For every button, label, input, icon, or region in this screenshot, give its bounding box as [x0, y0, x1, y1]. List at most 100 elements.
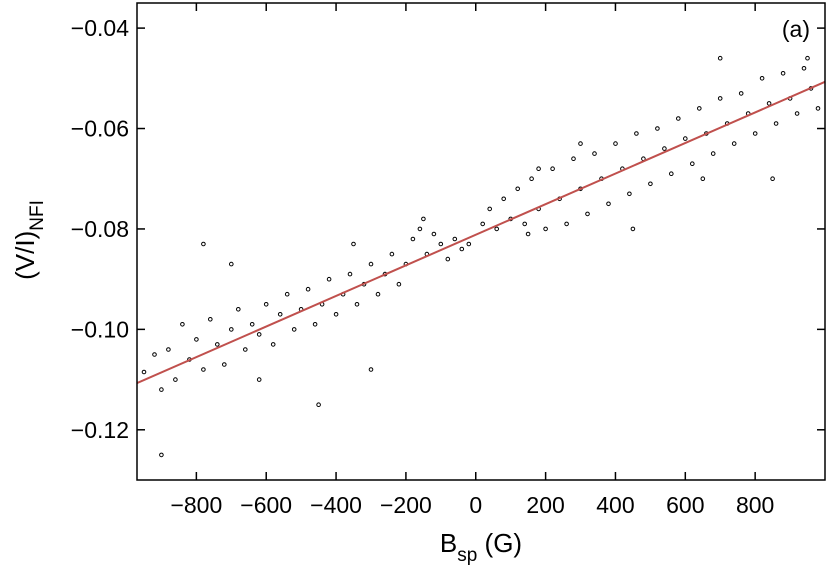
y-tick-label: −0.06	[71, 116, 129, 142]
data-point	[256, 332, 262, 337]
data-point	[389, 251, 395, 257]
data-point	[536, 166, 541, 171]
data-point	[173, 377, 178, 382]
data-point	[627, 191, 632, 197]
data-point	[459, 246, 465, 252]
fit-line-layer	[136, 80, 826, 385]
data-point	[717, 55, 723, 61]
data-point	[522, 221, 528, 227]
data-point	[229, 327, 234, 332]
data-point	[525, 231, 531, 237]
data-point	[752, 131, 758, 136]
data-point	[815, 106, 821, 111]
data-point	[215, 342, 220, 347]
data-point	[326, 276, 332, 282]
x-tick-label: −600	[240, 492, 292, 518]
data-point	[529, 176, 534, 181]
y-axis-label: (V/I)NFI	[10, 200, 48, 280]
data-point	[613, 141, 618, 146]
data-point	[333, 312, 339, 317]
data-point	[466, 241, 472, 247]
data-point	[222, 362, 227, 367]
x-tick-label: −400	[310, 492, 362, 518]
data-point	[208, 317, 213, 322]
data-point	[773, 121, 779, 126]
y-tick-label: −0.12	[71, 417, 129, 443]
x-axis-label: Bsp (G)	[440, 528, 522, 566]
data-point	[794, 111, 800, 116]
y-tick-label: −0.10	[71, 316, 129, 342]
data-point	[606, 201, 611, 207]
data-point	[229, 261, 234, 267]
data-point	[662, 146, 667, 151]
data-point	[676, 116, 681, 121]
data-point	[731, 141, 737, 146]
data-point	[277, 312, 283, 317]
points-layer	[141, 55, 821, 458]
data-point	[501, 196, 507, 202]
data-point	[312, 322, 318, 327]
data-point	[630, 226, 636, 232]
data-point	[368, 261, 374, 267]
data-point	[697, 106, 702, 111]
data-point	[438, 241, 444, 247]
data-point	[801, 66, 807, 71]
data-point	[141, 369, 147, 375]
data-point	[592, 151, 597, 156]
plot-frame	[136, 2, 826, 481]
y-axis-label-sub: NFI	[27, 200, 48, 231]
data-point	[375, 291, 381, 297]
y-axis-label-main: (V/I)	[10, 231, 40, 280]
x-ticks: −800 −600 −400 −200 0 200 400 600 800	[170, 3, 774, 518]
data-point	[421, 216, 426, 222]
data-point	[585, 211, 590, 217]
data-point	[759, 76, 765, 81]
data-point	[351, 241, 356, 247]
data-point	[194, 337, 199, 342]
data-point	[543, 226, 548, 232]
data-point	[487, 206, 493, 212]
y-ticks: −0.12 −0.10 −0.08 −0.06 −0.04	[71, 15, 825, 443]
x-axis-label-sub: sp	[457, 545, 477, 566]
data-point	[683, 136, 688, 141]
data-point	[655, 126, 660, 131]
data-point	[152, 352, 157, 357]
x-tick-label: 0	[469, 492, 482, 518]
y-tick-label: −0.04	[71, 15, 129, 41]
x-axis-label-unit: (G)	[477, 528, 522, 558]
data-point	[347, 271, 353, 277]
data-point	[669, 171, 674, 176]
data-point	[368, 367, 374, 372]
y-tick-label: −0.08	[71, 216, 129, 242]
data-point	[159, 387, 164, 392]
data-point	[249, 322, 255, 327]
data-point	[494, 226, 500, 232]
x-tick-label: 600	[666, 492, 704, 518]
data-point	[166, 347, 171, 352]
data-point	[396, 281, 402, 287]
data-point	[417, 226, 423, 232]
data-point	[710, 151, 716, 156]
x-tick-label: 200	[526, 492, 564, 518]
data-point	[354, 302, 360, 307]
data-point	[243, 347, 248, 352]
data-point	[159, 452, 164, 458]
data-point	[452, 236, 458, 242]
data-point	[700, 176, 706, 181]
data-point	[480, 221, 486, 227]
data-point	[571, 156, 576, 161]
x-tick-label: 800	[736, 492, 774, 518]
data-point	[550, 166, 555, 171]
x-tick-label: 400	[596, 492, 634, 518]
data-point	[578, 141, 583, 146]
data-point	[284, 291, 290, 297]
data-point	[236, 307, 241, 312]
data-point	[634, 131, 639, 136]
data-point	[445, 256, 451, 262]
data-point	[256, 377, 262, 382]
data-point	[780, 71, 786, 76]
data-point	[431, 231, 437, 237]
data-point	[316, 402, 321, 408]
x-tick-label: −200	[380, 492, 432, 518]
